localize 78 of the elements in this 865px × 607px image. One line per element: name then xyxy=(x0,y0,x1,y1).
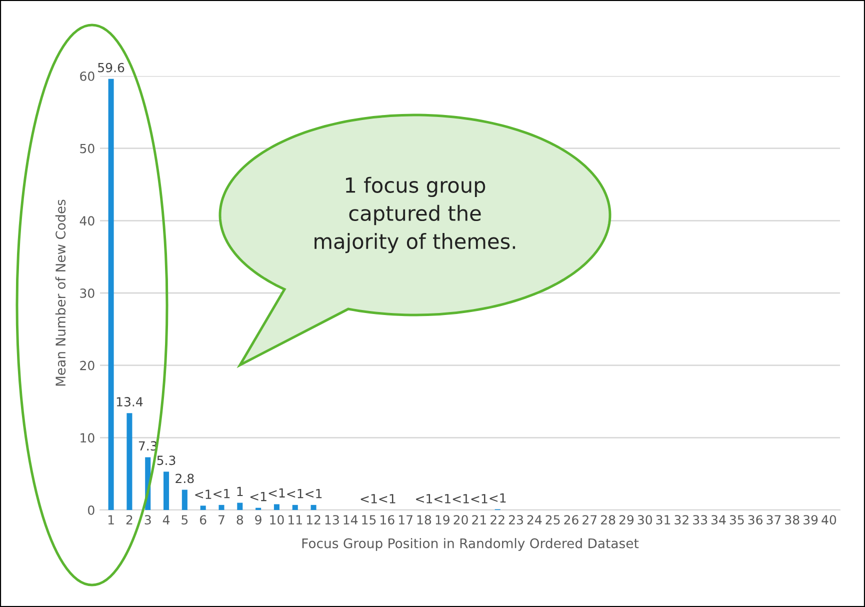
x-tick-label: 8 xyxy=(236,515,244,525)
y-tick-label: 50 xyxy=(80,144,94,154)
x-tick-label: 14 xyxy=(344,515,358,524)
x-tick-label: 39 xyxy=(804,515,818,525)
y-tick-label: 40 xyxy=(80,216,94,226)
data-label: 5.3 xyxy=(157,456,176,466)
data-label: <1 xyxy=(250,492,266,502)
x-tick-label: 15 xyxy=(362,515,376,525)
data-label: 1 xyxy=(237,486,243,496)
x-tick-label: 1 xyxy=(108,515,114,524)
x-tick-label: 34 xyxy=(712,515,726,525)
x-tick-label: 22 xyxy=(490,515,504,524)
x-tick-label: 21 xyxy=(472,515,486,524)
x-tick-label: 38 xyxy=(785,515,800,525)
x-axis-title: Focus Group Position in Randomly Ordered Dataset xyxy=(302,538,639,551)
bar xyxy=(310,504,316,510)
data-label: <1 xyxy=(214,489,230,498)
x-tick-label: 13 xyxy=(325,515,339,525)
bar xyxy=(182,490,188,510)
x-tick-label: 23 xyxy=(508,515,523,525)
annotation: 1 focus group captured the majority of themes. xyxy=(314,176,516,254)
x-tick-label: 7 xyxy=(218,515,224,524)
data-label: <1 xyxy=(287,489,304,498)
bar xyxy=(237,502,243,510)
data-label: <1 xyxy=(434,494,450,504)
x-tick-label: 30 xyxy=(638,515,652,525)
x-tick-label: 40 xyxy=(822,515,836,525)
x-tick-label: 6 xyxy=(200,515,206,525)
x-tick-label: 18 xyxy=(417,515,432,525)
data-label: <1 xyxy=(268,488,285,498)
data-label: <1 xyxy=(471,494,488,504)
data-label: <1 xyxy=(379,494,396,504)
x-tick-label: 17 xyxy=(398,515,412,524)
x-tick-label: 35 xyxy=(730,515,744,525)
y-tick-label: 20 xyxy=(80,360,94,370)
x-tick-label: 33 xyxy=(693,515,708,525)
y-tick-label: 10 xyxy=(80,433,94,443)
x-tick-label: 37 xyxy=(766,515,781,525)
x-tick-label: 28 xyxy=(601,515,616,525)
y-tick-label: 30 xyxy=(80,288,94,298)
x-tick-label: 29 xyxy=(619,515,634,525)
data-label: <1 xyxy=(490,493,506,503)
x-tick-label: 2 xyxy=(126,515,132,524)
data-label: 13.4 xyxy=(116,397,143,406)
y-tick-label: 60 xyxy=(80,71,94,81)
data-label: <1 xyxy=(306,489,322,498)
x-tick-label: 12 xyxy=(306,515,320,524)
x-tick-label: 26 xyxy=(564,515,578,525)
y-tick-label: 0 xyxy=(88,505,94,515)
data-label: <1 xyxy=(360,494,377,504)
x-tick-label: 9 xyxy=(255,515,262,525)
x-tick-label: 24 xyxy=(527,515,542,524)
x-tick-label: 19 xyxy=(436,515,450,525)
x-tick-label: 31 xyxy=(656,515,670,525)
bar xyxy=(164,472,170,510)
x-tick-label: 3 xyxy=(144,515,151,525)
x-tick-label: 5 xyxy=(182,515,188,525)
bar xyxy=(218,504,224,510)
x-tick-label: 11 xyxy=(288,515,302,524)
bar xyxy=(200,506,206,510)
x-tick-label: 20 xyxy=(454,515,468,525)
data-label: <1 xyxy=(195,490,212,499)
data-label: <1 xyxy=(452,494,469,504)
data-label: 59.6 xyxy=(98,62,124,72)
bar xyxy=(274,504,280,510)
x-tick-label: 32 xyxy=(674,515,688,525)
x-tick-label: 10 xyxy=(270,515,284,525)
bar xyxy=(292,504,298,510)
x-tick-label: 4 xyxy=(162,515,170,524)
x-tick-label: 27 xyxy=(582,515,597,524)
bar xyxy=(108,78,114,510)
x-tick-label: 16 xyxy=(380,515,394,525)
bar xyxy=(126,413,132,510)
x-tick-label: 36 xyxy=(748,515,762,525)
data-label: 2.8 xyxy=(176,474,194,484)
y-axis-title: Mean Number of New Codes xyxy=(55,200,66,386)
data-label: <1 xyxy=(416,494,432,504)
x-tick-label: 25 xyxy=(546,515,560,525)
